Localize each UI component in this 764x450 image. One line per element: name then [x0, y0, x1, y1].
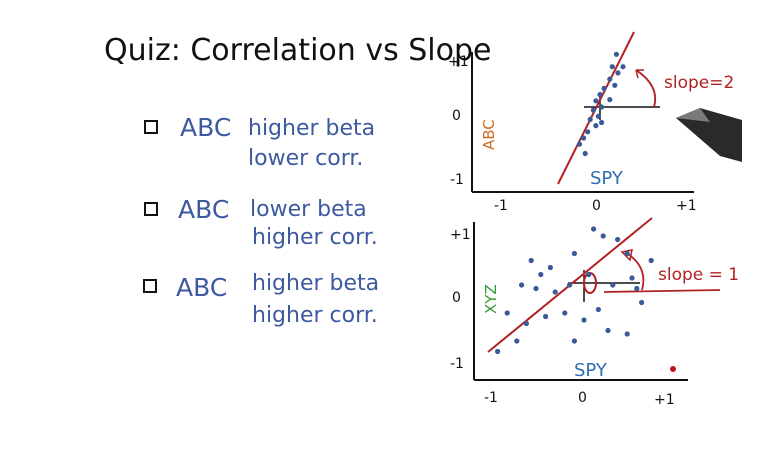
- slope-angle-arc: [635, 69, 657, 108]
- data-point: [552, 289, 558, 295]
- data-point: [595, 306, 602, 313]
- data-point: [595, 113, 602, 119]
- xyz-vs-spy-chart: +1 0 -1 -1 0 +1 XYZ SPY slope = 1: [450, 217, 739, 408]
- quiz-title: Quiz: Correlation vs Slope: [104, 33, 491, 68]
- option-1-line1: higher beta: [248, 116, 375, 141]
- data-point: [538, 271, 544, 278]
- data-point: [504, 310, 510, 316]
- empty-checkbox-icon[interactable]: [144, 120, 158, 134]
- slope-annotation: slope = 1: [658, 265, 739, 285]
- option-1-name: ABC: [180, 113, 231, 142]
- y-axis-label: XYZ: [482, 284, 500, 314]
- data-point: [615, 70, 621, 76]
- x-axis-label: SPY: [574, 360, 608, 381]
- option-3-line1: higher beta: [252, 271, 379, 296]
- arc-arrowhead: [635, 69, 644, 79]
- x-tick-label: 0: [592, 198, 601, 214]
- data-point: [571, 250, 578, 257]
- data-point: [610, 282, 616, 288]
- data-point: [634, 285, 640, 292]
- data-point: [533, 285, 539, 292]
- data-point: [599, 104, 605, 110]
- data-points: [576, 51, 626, 157]
- y-tick-label: +1: [448, 54, 469, 70]
- data-point: [648, 257, 654, 264]
- pen-icon: [676, 108, 742, 162]
- data-point: [582, 150, 588, 157]
- data-points: [495, 226, 654, 355]
- data-point: [591, 226, 597, 232]
- data-point: [613, 51, 620, 57]
- option-2-line1: lower beta: [250, 197, 367, 222]
- data-point: [629, 275, 635, 281]
- data-point: [590, 107, 597, 113]
- data-point: [639, 299, 645, 306]
- data-point: [523, 320, 530, 327]
- baseline-extension: [603, 289, 721, 293]
- data-point: [607, 97, 613, 103]
- data-point: [581, 135, 587, 141]
- y-axis-label: ABC: [480, 119, 498, 150]
- quiz-option-1[interactable]: ABC higher beta lower corr.: [144, 113, 375, 171]
- data-point: [585, 129, 591, 135]
- y-tick-label: +1: [450, 227, 471, 243]
- empty-checkbox-icon[interactable]: [143, 279, 157, 293]
- y-tick-label: 0: [452, 290, 461, 306]
- data-point: [624, 331, 630, 337]
- data-point: [543, 313, 549, 320]
- option-2-name: ABC: [178, 195, 229, 224]
- x-tick-label: +1: [654, 392, 675, 408]
- option-3-name: ABC: [176, 273, 227, 302]
- data-point: [567, 282, 573, 288]
- data-point: [605, 327, 611, 334]
- y-tick-label: -1: [450, 172, 464, 188]
- abc-vs-spy-chart: +1 0 -1 -1 0 +1 ABC SPY slope=2: [448, 31, 734, 214]
- empty-checkbox-icon[interactable]: [144, 202, 158, 216]
- data-point: [615, 236, 621, 243]
- data-point: [562, 310, 568, 316]
- y-tick-label: 0: [452, 108, 461, 124]
- data-point: [599, 119, 605, 126]
- x-tick-label: 0: [578, 390, 587, 406]
- data-point: [581, 317, 587, 323]
- data-point: [593, 123, 599, 129]
- data-point: [586, 271, 592, 278]
- data-point: [576, 141, 583, 147]
- option-3-line2: higher corr.: [252, 303, 378, 328]
- x-tick-label: -1: [494, 198, 508, 214]
- x-axis-label: SPY: [590, 168, 624, 189]
- data-point: [609, 64, 615, 70]
- x-tick-label: +1: [676, 198, 697, 214]
- quiz-option-3[interactable]: ABC higher beta higher corr.: [143, 271, 379, 328]
- data-point: [607, 76, 613, 82]
- x-tick-label: -1: [484, 390, 498, 406]
- option-1-line2: lower corr.: [248, 146, 363, 171]
- y-tick-label: -1: [450, 356, 464, 372]
- red-marker-dot: [670, 366, 676, 372]
- data-point: [593, 98, 599, 104]
- data-point: [624, 250, 630, 257]
- slope-annotation: slope=2: [664, 73, 734, 93]
- data-point: [571, 338, 578, 344]
- data-point: [519, 282, 525, 288]
- data-point: [547, 264, 554, 271]
- data-point: [601, 85, 607, 91]
- quiz-option-2[interactable]: ABC lower beta higher corr.: [144, 195, 378, 250]
- data-point: [597, 92, 603, 98]
- data-point: [587, 116, 593, 122]
- data-point: [528, 257, 534, 264]
- data-point: [495, 348, 501, 355]
- option-2-line2: higher corr.: [252, 225, 378, 250]
- data-point: [514, 338, 520, 344]
- data-point: [620, 64, 626, 70]
- data-point: [612, 82, 618, 88]
- data-point: [600, 233, 606, 239]
- regression-line: [557, 31, 635, 185]
